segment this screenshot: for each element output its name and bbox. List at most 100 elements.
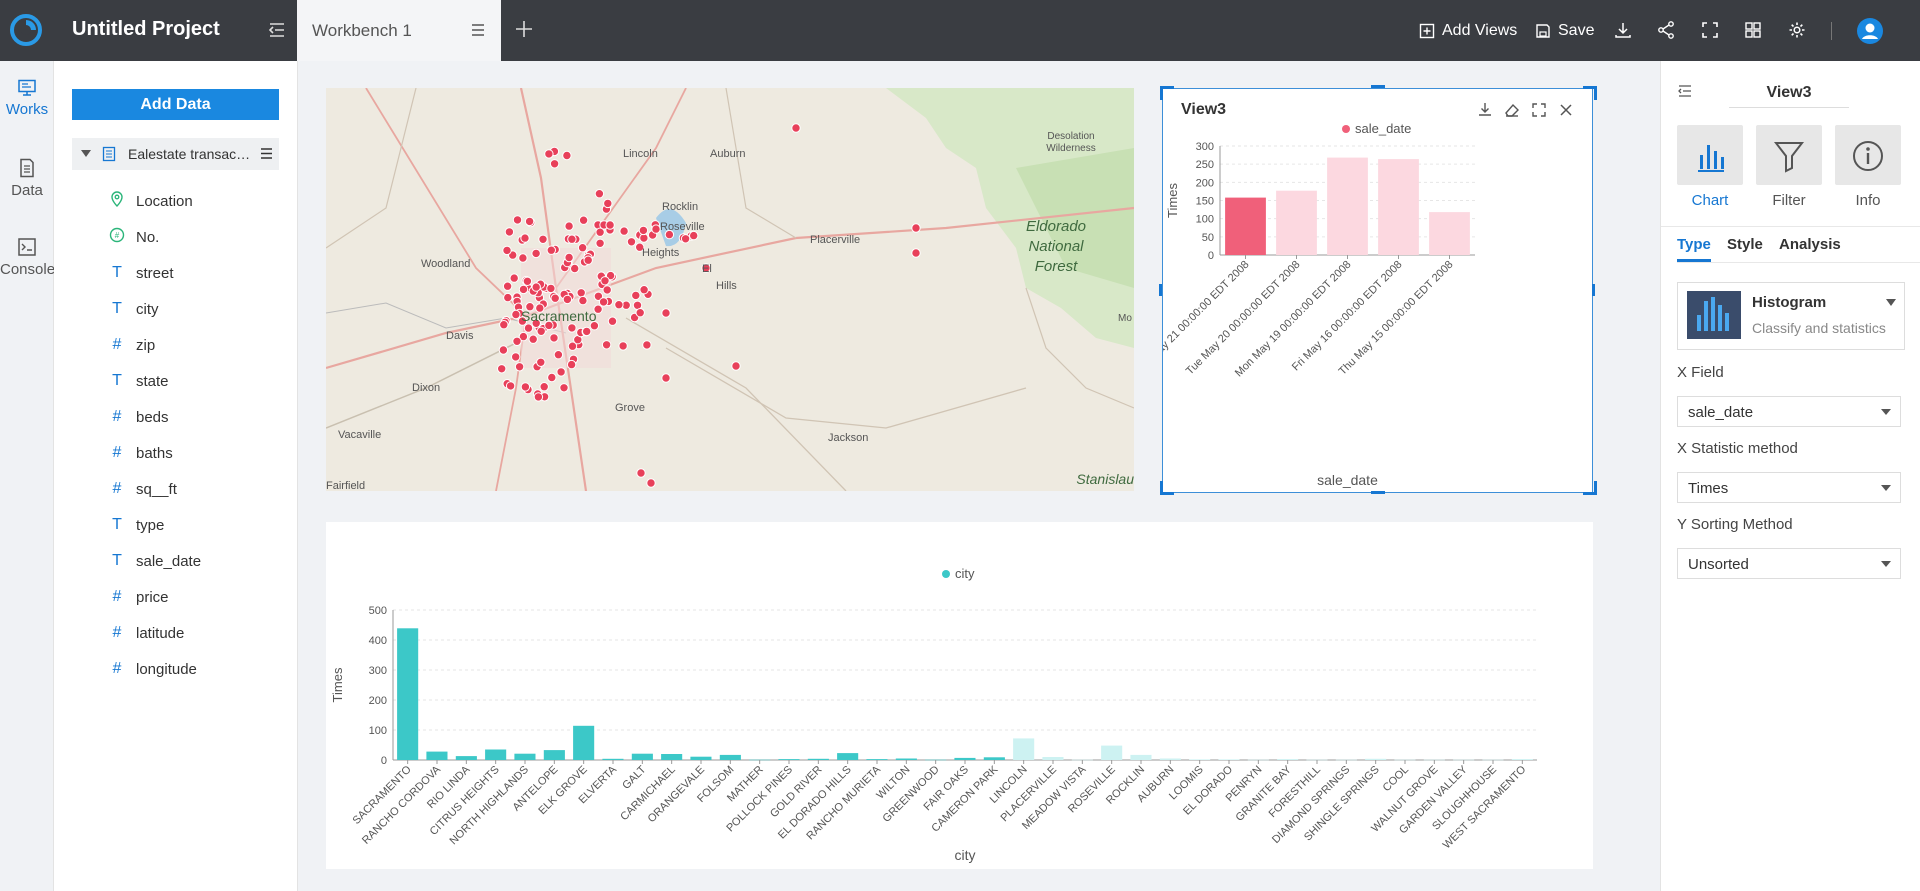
map-marker[interactable]: [911, 223, 921, 233]
x-stat-select[interactable]: Times: [1677, 472, 1901, 503]
add-data-button[interactable]: Add Data: [72, 89, 279, 120]
map-marker[interactable]: [518, 284, 529, 295]
save-button[interactable]: Save: [1535, 19, 1594, 43]
map-marker[interactable]: [512, 336, 522, 347]
filter-tile-button[interactable]: [1756, 125, 1822, 185]
chevron-down-icon[interactable]: [1886, 299, 1896, 306]
bar[interactable]: [1130, 754, 1152, 760]
grid-layout-icon[interactable]: [1743, 20, 1763, 40]
map-marker[interactable]: [531, 318, 541, 329]
bar[interactable]: [1394, 759, 1416, 761]
bar[interactable]: [1225, 197, 1266, 255]
map-marker[interactable]: [567, 234, 577, 244]
map-marker[interactable]: [639, 285, 649, 295]
map-marker[interactable]: [549, 333, 559, 343]
map-marker[interactable]: [544, 149, 554, 159]
bar[interactable]: [690, 756, 712, 760]
tab-menu-icon[interactable]: [470, 22, 486, 38]
map-marker[interactable]: [531, 282, 541, 292]
map-marker[interactable]: [535, 303, 545, 313]
dataset-row[interactable]: Ealestate transactions: [72, 138, 279, 170]
eraser-icon[interactable]: [1503, 101, 1521, 119]
map-marker[interactable]: [607, 316, 618, 326]
field-item[interactable]: # sq__ft: [108, 477, 177, 501]
map-marker[interactable]: [528, 334, 538, 344]
map-marker[interactable]: [577, 243, 588, 253]
bar[interactable]: [954, 757, 976, 760]
map-marker[interactable]: [595, 238, 605, 249]
view3-card[interactable]: View3 sale_date050100150200250300TimesWe…: [1162, 88, 1593, 493]
map-marker[interactable]: [546, 283, 556, 294]
map-marker[interactable]: [549, 159, 560, 169]
map-marker[interactable]: [502, 245, 512, 256]
map-marker[interactable]: [651, 224, 661, 234]
bar[interactable]: [866, 759, 888, 760]
map-marker[interactable]: [598, 297, 609, 307]
map-marker[interactable]: [546, 245, 557, 255]
map-marker[interactable]: [595, 227, 605, 237]
bar[interactable]: [455, 756, 477, 760]
bar[interactable]: [485, 749, 507, 761]
map-marker[interactable]: [547, 372, 557, 383]
bar[interactable]: [778, 759, 800, 760]
map-marker[interactable]: [562, 150, 572, 161]
field-item[interactable]: # beds: [108, 405, 169, 429]
map-view[interactable]: Lincoln Auburn Rocklin Roseville Heights Plac…: [326, 88, 1134, 491]
nav-works[interactable]: Works: [0, 79, 54, 118]
map-marker[interactable]: [619, 226, 629, 236]
bar[interactable]: [749, 759, 771, 761]
map-marker[interactable]: [524, 216, 535, 227]
map-marker[interactable]: [583, 255, 593, 265]
tab-type[interactable]: Type: [1677, 236, 1711, 253]
bar[interactable]: [1218, 759, 1240, 760]
map-marker[interactable]: [564, 221, 574, 231]
map-marker[interactable]: [499, 320, 509, 330]
expand-caret-icon[interactable]: [81, 150, 91, 157]
close-icon[interactable]: [1557, 101, 1575, 119]
map-marker[interactable]: [504, 227, 515, 237]
tab-analysis[interactable]: Analysis: [1779, 236, 1841, 253]
map-marker[interactable]: [589, 321, 600, 331]
bar[interactable]: [807, 758, 829, 760]
bar[interactable]: [602, 758, 624, 760]
map-marker[interactable]: [566, 359, 577, 370]
map-marker[interactable]: [559, 383, 569, 393]
field-item[interactable]: # No.: [108, 225, 159, 249]
nav-console[interactable]: Console: [0, 237, 55, 278]
map-marker[interactable]: [497, 364, 507, 374]
map-marker[interactable]: [533, 392, 544, 402]
bar[interactable]: [1189, 759, 1211, 760]
bar[interactable]: [573, 725, 595, 760]
info-tile-button[interactable]: [1835, 125, 1901, 185]
map-marker[interactable]: [538, 234, 548, 245]
bar[interactable]: [1277, 759, 1299, 760]
bar[interactable]: [1101, 745, 1123, 760]
map-marker[interactable]: [556, 367, 566, 377]
resize-handle[interactable]: [1371, 491, 1385, 494]
bar[interactable]: [1276, 190, 1317, 255]
resize-handle[interactable]: [1583, 86, 1597, 100]
collapse-sidebar-icon[interactable]: [267, 20, 287, 40]
map-marker[interactable]: [523, 323, 534, 333]
map-marker[interactable]: [636, 468, 646, 478]
field-item[interactable]: # longitude: [108, 657, 197, 681]
bar[interactable]: [1378, 159, 1419, 255]
legend-marker[interactable]: [1342, 125, 1350, 133]
map-canvas[interactable]: Lincoln Auburn Rocklin Roseville Heights Plac…: [326, 88, 1134, 491]
map-marker[interactable]: [570, 263, 580, 274]
resize-handle[interactable]: [1160, 481, 1174, 495]
bar[interactable]: [1247, 759, 1269, 761]
map-marker[interactable]: [562, 294, 573, 305]
map-marker[interactable]: [664, 229, 675, 240]
map-marker[interactable]: [646, 478, 656, 488]
map-marker[interactable]: [593, 304, 603, 314]
add-tab-icon[interactable]: [513, 18, 535, 40]
city-chart-card[interactable]: city 0 100 200 300 400 500 Times SACRAMENTO RANCH…: [326, 522, 1593, 869]
map-marker[interactable]: [536, 357, 546, 367]
map-marker[interactable]: [502, 281, 513, 291]
legend-label[interactable]: sale_date: [1355, 121, 1411, 136]
map-marker[interactable]: [525, 302, 535, 312]
app-logo-icon[interactable]: [8, 12, 44, 48]
map-marker[interactable]: [661, 308, 671, 318]
bar[interactable]: [1159, 758, 1181, 761]
